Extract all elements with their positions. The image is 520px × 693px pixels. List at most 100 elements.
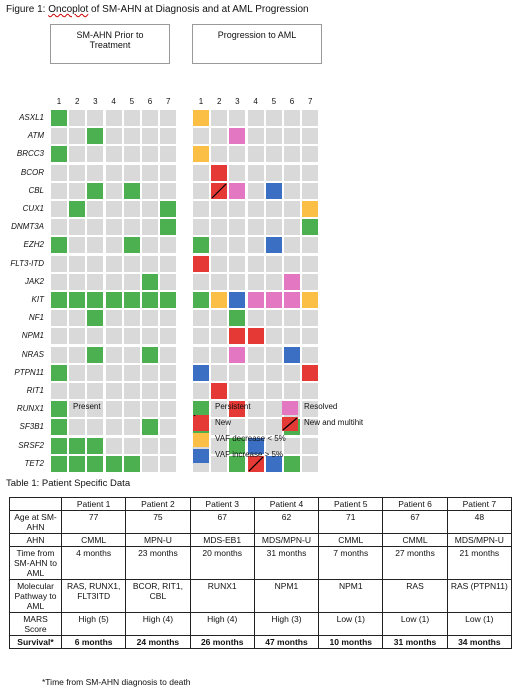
right-oncoplot-cell (284, 219, 300, 236)
left-oncoplot-cell (105, 419, 122, 436)
left-column-number: 3 (93, 97, 98, 106)
left-oncoplot-cell (69, 328, 86, 345)
left-oncoplot-cell (69, 219, 86, 236)
right-oncoplot-cell (284, 310, 300, 327)
legend-vaf-decrease-label: VAF decrease < 5% (215, 434, 286, 443)
table-cell: MDS/MPN-U (253, 533, 320, 547)
right-oncoplot-cell (265, 383, 282, 399)
right-oncoplot-cell (247, 437, 264, 454)
table-header-cell (9, 497, 62, 511)
right-oncoplot-cell (229, 201, 246, 217)
right-oncoplot-cell (193, 164, 209, 181)
left-oncoplot-cell (160, 437, 177, 454)
gene-label: EZH2 (23, 240, 44, 250)
left-oncoplot-cell (142, 182, 158, 199)
table-row: Molecular Pathway to AML RAS, RUNX1, FLT3… (9, 579, 513, 613)
gene-label: ATM (27, 131, 44, 141)
left-oncoplot-cell (87, 328, 104, 345)
right-oncoplot-cell (284, 455, 300, 472)
right-oncoplot-cell (193, 110, 209, 126)
left-oncoplot-cell (87, 128, 104, 145)
right-oncoplot-cell (211, 437, 228, 454)
table-row: Time from SM-AHN to AML 4 months 23 months… (9, 546, 513, 580)
left-oncoplot-cell (160, 383, 177, 399)
left-oncoplot-cell (51, 346, 67, 363)
left-oncoplot-cell (160, 164, 177, 181)
table-cell: 6 months (60, 635, 127, 649)
table-cell: RAS (382, 579, 448, 613)
left-oncoplot-cell (160, 146, 177, 163)
right-oncoplot-cell (265, 146, 282, 163)
left-oncoplot-cell (123, 419, 140, 436)
gene-label: NRAS (21, 349, 44, 359)
right-oncoplot-cell (247, 110, 264, 126)
right-oncoplot-cell (247, 328, 264, 345)
left-oncoplot-cell (69, 201, 86, 217)
right-oncoplot-cell (265, 128, 282, 145)
left-oncoplot-cell (123, 128, 140, 145)
left-oncoplot-cell (142, 419, 158, 436)
left-oncoplot-cell (160, 419, 177, 436)
table-header-cell: Patient 3 (189, 497, 255, 511)
left-oncoplot-cell (105, 110, 122, 126)
right-oncoplot-cell (229, 419, 246, 436)
right-column-number: 6 (289, 97, 295, 106)
right-oncoplot-cell (229, 401, 246, 418)
left-oncoplot-cell (87, 201, 104, 217)
right-oncoplot-cell (211, 110, 228, 126)
table-cell: 27 months (382, 546, 448, 580)
right-oncoplot-cell (265, 419, 282, 436)
gene-label: JAK2 (24, 276, 44, 286)
left-oncoplot-cell (123, 164, 140, 181)
right-oncoplot-cell (229, 346, 246, 363)
right-oncoplot-cell (265, 201, 282, 217)
left-oncoplot-cell (123, 401, 140, 418)
left-oncoplot-cell (87, 292, 104, 308)
right-oncoplot-cell (229, 437, 246, 454)
table-cell: 67 (189, 510, 255, 534)
table-cell: 34 months (446, 635, 513, 649)
right-oncoplot-cell (284, 128, 300, 145)
left-oncoplot-cell (142, 146, 158, 163)
left-oncoplot-cell (87, 237, 104, 254)
legend-new-multihit-swatch (282, 417, 298, 431)
right-oncoplot-cell (229, 455, 246, 472)
table-cell: 31 months (253, 546, 320, 580)
right-oncoplot-cell (247, 201, 264, 217)
left-oncoplot-cell (51, 110, 67, 126)
right-oncoplot-cell (211, 201, 228, 217)
left-oncoplot-cell (123, 437, 140, 454)
right-oncoplot-cell (193, 255, 209, 272)
right-oncoplot-cell (265, 237, 282, 254)
right-oncoplot-cell (193, 237, 209, 254)
left-oncoplot-cell (123, 146, 140, 163)
left-oncoplot-cell (69, 419, 86, 436)
right-oncoplot-cell (284, 146, 300, 163)
table-cell: CMML (60, 533, 127, 547)
left-oncoplot-cell (160, 110, 177, 126)
table-header-cell: Patient 7 (446, 497, 513, 511)
left-column-number: 2 (74, 97, 80, 106)
left-oncoplot-cell (123, 455, 140, 472)
left-oncoplot-cell (87, 273, 104, 290)
gene-label: BRCC3 (16, 149, 44, 159)
table-cell: Low (1) (318, 612, 384, 636)
right-oncoplot-cell (302, 292, 319, 308)
left-oncoplot-cell (105, 437, 122, 454)
right-oncoplot-cell (247, 346, 264, 363)
table-cell: Low (1) (382, 612, 448, 636)
right-oncoplot-cell (284, 328, 300, 345)
right-oncoplot-cell (265, 273, 282, 290)
left-oncoplot-cell (160, 328, 177, 345)
table-cell: RAS, RUNX1, FLT3ITD (60, 579, 127, 613)
legend-vaf-decrease-swatch (193, 433, 209, 447)
table-cell: 21 months (446, 546, 513, 580)
right-oncoplot-cell (302, 237, 319, 254)
left-oncoplot-cell (160, 273, 177, 290)
table-row-label: Time from SM-AHN to AML (9, 546, 62, 580)
table-cell: MDS/MPN-U (446, 533, 513, 547)
patient-data-table: Patient 1 Patient 2 Patient 3 Patient 4 Pati… (9, 497, 513, 649)
gene-label: SRSF2 (18, 440, 44, 450)
left-oncoplot-cell (51, 292, 67, 308)
right-oncoplot-cell (229, 237, 246, 254)
